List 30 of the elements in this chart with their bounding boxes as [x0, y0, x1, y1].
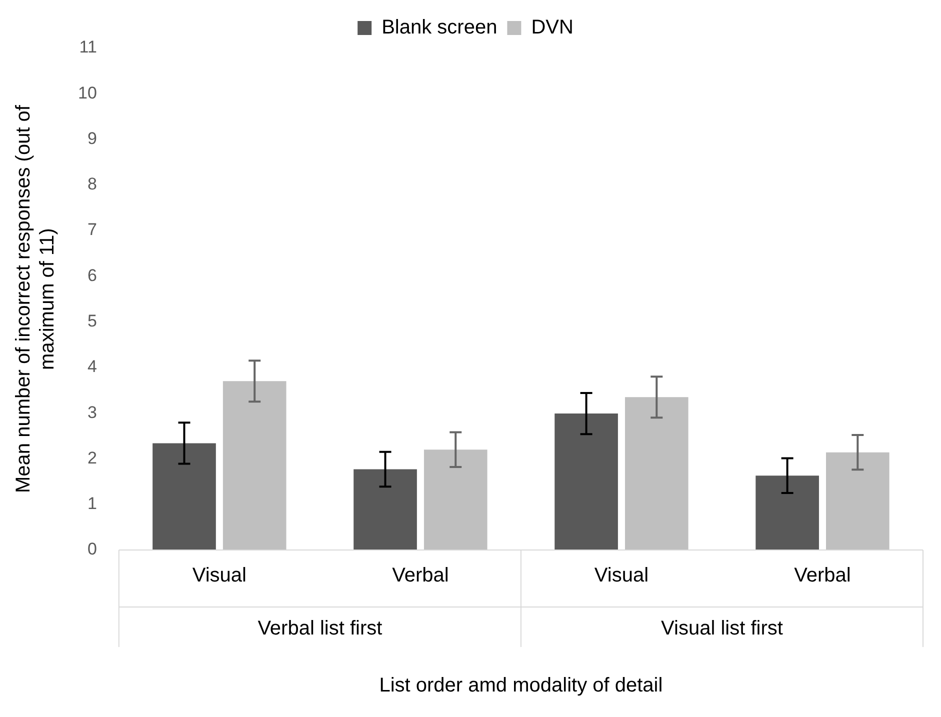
text: Verbal list first — [258, 618, 383, 640]
y-tick-label: 4 — [87, 357, 97, 376]
y-axis-title: Mean number of incorrect responses (out of maximum of 11) — [12, 104, 59, 493]
y-tick-label: 5 — [87, 312, 97, 331]
bar — [826, 452, 890, 550]
y-tick-label: 3 — [87, 402, 97, 422]
y-tick-label: 6 — [87, 266, 97, 285]
y-tick-label: 2 — [87, 448, 97, 468]
bar — [624, 397, 688, 550]
x-axis-title: List order amd modality of detail — [379, 674, 663, 697]
y-tick-label: 11 — [79, 38, 97, 57]
text: Visual list first — [661, 618, 784, 640]
bar — [222, 381, 286, 550]
x-tick-label: Visual — [192, 564, 246, 587]
legend-label: Blank screen — [382, 16, 498, 39]
bar — [152, 443, 216, 550]
bar — [354, 469, 417, 550]
y-tick-label: 0 — [87, 540, 97, 559]
x-tick-label: Verbal — [392, 564, 449, 587]
y-tick-label: 1 — [87, 494, 97, 514]
bar — [424, 450, 488, 550]
y-tick-label: 10 — [78, 83, 97, 102]
x-tick-label: Visual — [594, 564, 649, 587]
legend-label: DVN — [531, 16, 574, 39]
bar — [756, 476, 819, 550]
y-tick-label: 9 — [87, 128, 97, 148]
bar — [554, 414, 618, 550]
y-tick-label: 7 — [87, 220, 97, 240]
y-tick-label: 8 — [87, 174, 97, 194]
x-tick-label: Verbal — [794, 564, 851, 587]
